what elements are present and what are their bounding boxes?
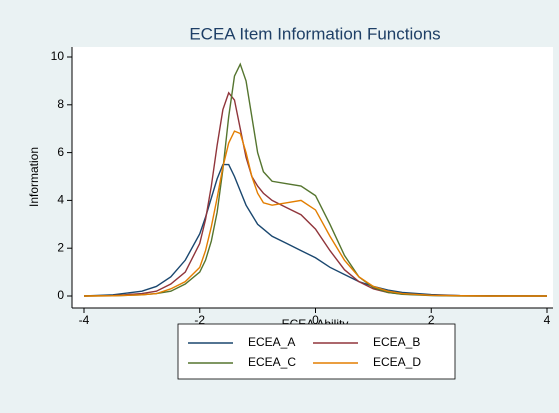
x-tick-label: -2 xyxy=(194,313,205,327)
y-tick-label: 8 xyxy=(57,97,64,111)
y-tick-label: 10 xyxy=(51,49,65,63)
y-axis-label: Information xyxy=(27,147,41,207)
y-tick-label: 2 xyxy=(57,240,64,254)
y-tick-label: 0 xyxy=(57,288,64,302)
y-tick-label: 6 xyxy=(57,145,64,159)
legend-label: ECEA_C xyxy=(248,355,296,369)
legend-label: ECEA_A xyxy=(248,335,295,349)
legend-label: ECEA_B xyxy=(373,335,420,349)
legend-label: ECEA_D xyxy=(373,355,421,369)
x-tick-label: -4 xyxy=(79,313,90,327)
x-tick-label: 2 xyxy=(428,313,435,327)
series-line xyxy=(83,163,548,297)
series-line xyxy=(83,130,547,297)
chart-title: ECEA Item Information Functions xyxy=(189,24,440,43)
plot-area xyxy=(72,47,553,308)
series-line xyxy=(83,62,547,297)
x-tick-label: 4 xyxy=(544,313,551,327)
legend xyxy=(177,323,456,380)
y-tick-label: 4 xyxy=(57,193,64,207)
x-tick-label: 0 xyxy=(312,313,319,327)
